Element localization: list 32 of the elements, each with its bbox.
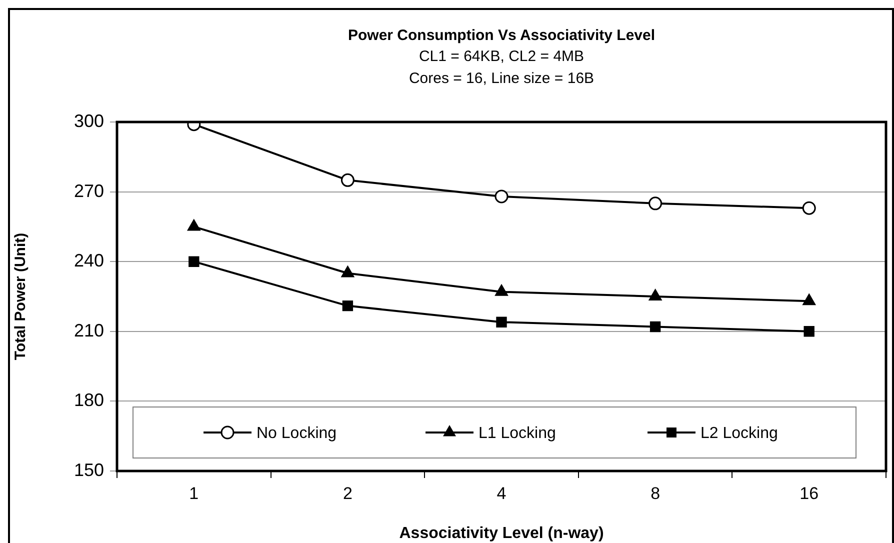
- y-tick-label: 150: [74, 460, 104, 480]
- chart-title: Power Consumption Vs Associativity Level: [348, 27, 656, 44]
- y-tick-label: 180: [74, 390, 104, 410]
- point: [802, 201, 816, 215]
- point: [341, 266, 354, 278]
- x-tick-label: 2: [342, 484, 352, 503]
- point: [342, 300, 354, 312]
- point: [495, 284, 508, 296]
- x-tick-label: 16: [800, 484, 819, 503]
- chart-subtitle: CL1 = 64KB, CL2 = 4MB Cores = 16, Line size = 16B: [408, 48, 594, 88]
- point: [650, 321, 661, 332]
- point: [188, 256, 200, 267]
- x-tick-label: 1: [189, 484, 199, 503]
- y-tick-label: 210: [74, 320, 104, 340]
- y-axis-title: Total Power (Unit): [12, 232, 30, 360]
- y-tick-label: 300: [74, 110, 104, 131]
- x-axis-title: Associativity Level (n-way): [399, 524, 604, 542]
- x-tick-label: 8: [650, 484, 660, 503]
- point: [494, 190, 508, 204]
- legend-label: L1 Locking: [478, 424, 556, 442]
- point: [496, 316, 507, 328]
- point: [188, 219, 200, 231]
- x-tick-label: 4: [496, 484, 506, 503]
- y-tick-label: 270: [74, 180, 104, 201]
- point: [804, 326, 814, 337]
- point: [802, 294, 816, 306]
- point: [648, 289, 662, 300]
- point: [340, 173, 354, 187]
- point: [648, 196, 662, 210]
- legend-label: L2 Locking: [700, 424, 778, 442]
- legend-label: No Locking: [256, 424, 337, 442]
- y-tick-label: 240: [74, 250, 104, 271]
